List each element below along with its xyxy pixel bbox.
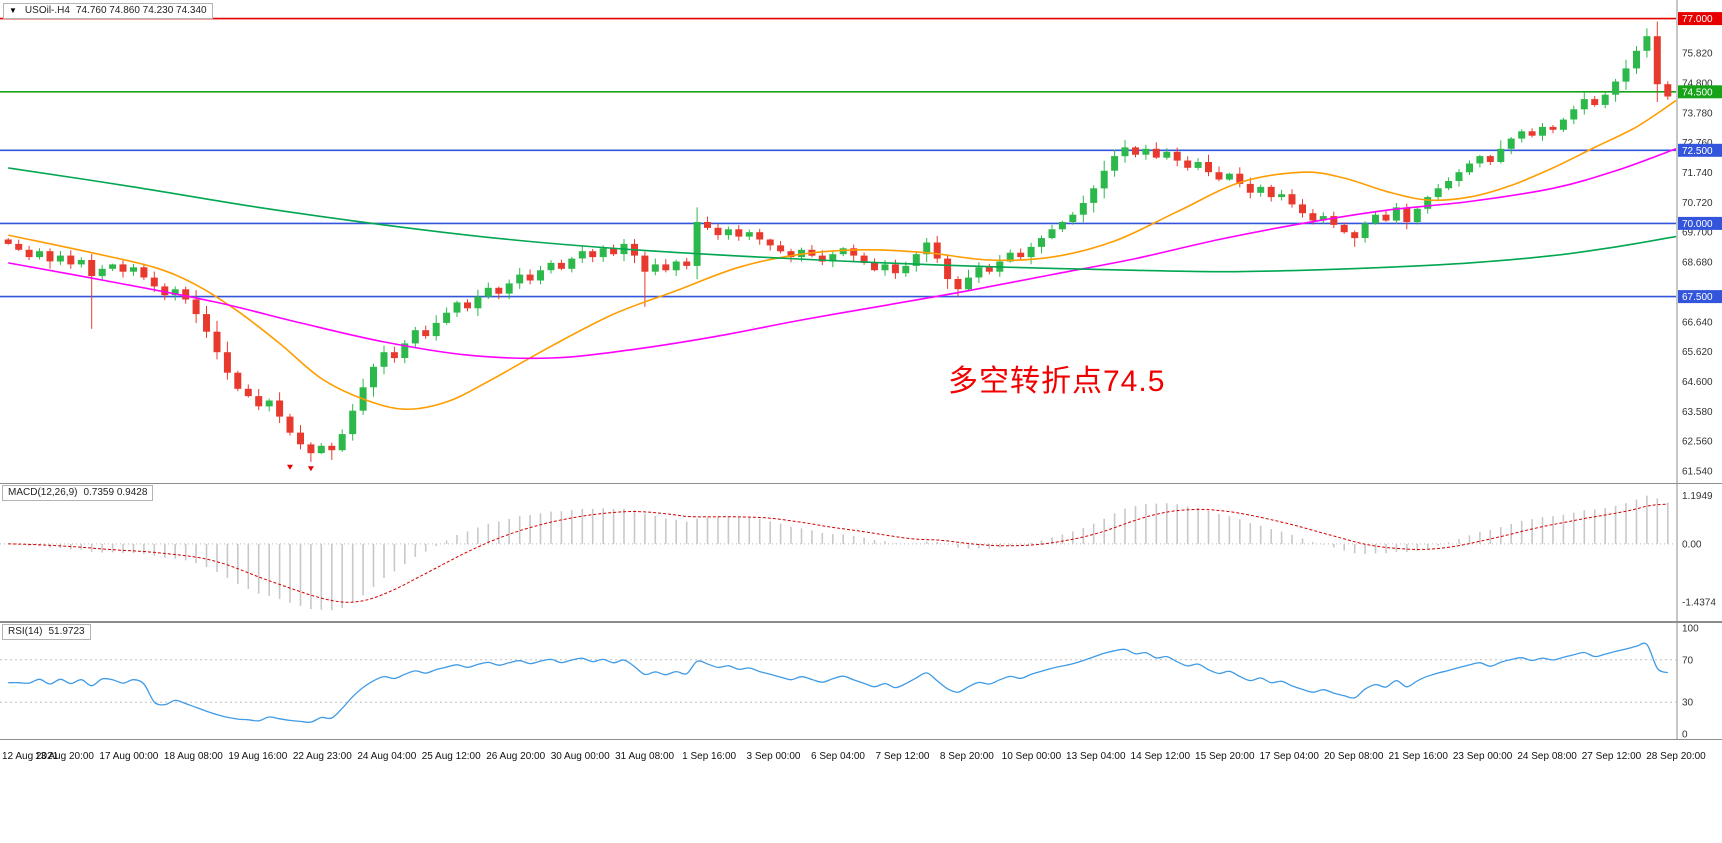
macd-histogram (17, 495, 1669, 611)
price-tick-label: 75.820 (1682, 49, 1713, 60)
price-tick-label: 71.740 (1682, 168, 1713, 179)
macd-name: MACD(12,26,9) (8, 487, 78, 498)
hline-price-tag (1678, 143, 1722, 157)
price-tick-label: 61.540 (1682, 467, 1713, 478)
rsi-line (8, 642, 1669, 723)
rsi-axis-label: 30 (1682, 698, 1694, 709)
time-label: 20 Sep 08:00 (1323, 751, 1384, 762)
price-axis[interactable]: 75.820 74.800 73.780 72.760 71.740 70.720 69.7… (1676, 0, 1722, 483)
hline-price-tag-label: 77.000 (1682, 14, 1713, 25)
hline-price-tag (1678, 12, 1722, 26)
time-label: 3 Sep 00:00 (746, 751, 801, 762)
rsi-panel[interactable]: 100 70 30 0 (0, 622, 1722, 740)
chart-ohlc-header: ▼ USOil-.H4 74.760 74.860 74.230 74.340 (3, 3, 213, 19)
collapse-triangle-icon[interactable]: ▼ (9, 6, 17, 15)
macd-axis-label: -1.4374 (1682, 598, 1716, 609)
rsi-current-value: 51.9723 (48, 626, 85, 637)
price-tick-label: 66.640 (1682, 317, 1713, 328)
time-label: 26 Aug 20:00 (486, 751, 546, 762)
rsi-indicator-label: RSI(14) 51.9723 (2, 624, 91, 640)
ma-mid-line (8, 148, 1677, 360)
macd-axis-label: 0.00 (1682, 539, 1702, 550)
time-label: 15 Sep 20:00 (1195, 751, 1255, 762)
price-tick-label: 70.720 (1682, 198, 1713, 209)
rsi-name: RSI(14) (8, 626, 43, 637)
symbol-timeframe-label: USOil-.H4 (24, 5, 70, 16)
time-label: 19 Aug 16:00 (228, 751, 288, 762)
time-label: 8 Sep 20:00 (939, 751, 994, 762)
time-label: 23 Sep 00:00 (1452, 751, 1513, 762)
hline-price-tag (1678, 85, 1722, 99)
time-label: 24 Aug 04:00 (357, 751, 417, 762)
time-label: 22 Aug 23:00 (292, 751, 352, 762)
price-tick-label: 69.700 (1682, 228, 1713, 239)
time-label: 7 Sep 12:00 (875, 751, 930, 762)
ma-fast-line (8, 99, 1677, 411)
time-label: 12 Aug 2021 (2, 751, 59, 762)
time-label: 13 Sep 04:00 (1066, 751, 1126, 762)
time-label: 24 Sep 08:00 (1517, 751, 1577, 762)
hline-price-tag-label: 74.500 (1682, 87, 1713, 98)
rsi-axis-label: 0 (1682, 730, 1688, 741)
hline-price-tag-label: 70.000 (1682, 219, 1713, 230)
macd-panel[interactable]: 1.1949 0.00 -1.4374 (0, 483, 1722, 622)
macd-signal-line (8, 503, 1668, 603)
time-label: 28 Sep 20:00 (1646, 751, 1706, 762)
price-chart-panel[interactable]: 75.820 74.800 73.780 72.760 71.740 70.720 69.7… (0, 0, 1722, 483)
time-label: 1 Sep 16:00 (682, 751, 737, 762)
rsi-axis-label: 100 (1682, 624, 1699, 635)
annotation-text[interactable]: 多空转折点74.5 (948, 365, 1166, 398)
price-tick-label: 73.780 (1682, 108, 1713, 119)
time-label: 6 Sep 04:00 (811, 751, 865, 762)
price-tick-label: 74.800 (1682, 79, 1713, 90)
price-tick-label: 64.600 (1682, 377, 1713, 388)
price-tick-label: 68.680 (1682, 258, 1713, 269)
hline-price-tag (1678, 216, 1722, 230)
time-label: 25 Aug 12:00 (421, 751, 481, 762)
candlesticks (4, 21, 1672, 462)
time-label: 13 Aug 20:00 (35, 751, 94, 762)
ma-slow-line (8, 167, 1677, 273)
macd-current-values: 0.7359 0.9428 (83, 487, 148, 498)
time-label: 17 Sep 04:00 (1259, 751, 1319, 762)
price-tick-label: 63.580 (1682, 407, 1713, 418)
time-label: 10 Sep 00:00 (1001, 751, 1062, 762)
time-label: 18 Aug 08:00 (163, 751, 223, 762)
macd-axis-label: 1.1949 (1682, 491, 1713, 502)
horizontal-lines (0, 17, 1676, 298)
time-label: 21 Sep 16:00 (1388, 751, 1448, 762)
macd-indicator-label: MACD(12,26,9) 0.7359 0.9428 (2, 485, 154, 501)
time-axis[interactable]: 12 Aug 2021 13 Aug 20:00 17 Aug 00:00 18 Au… (0, 740, 1722, 843)
time-label: 14 Sep 12:00 (1130, 751, 1191, 762)
hline-price-tag (1678, 290, 1722, 304)
time-label: 27 Sep 12:00 (1581, 751, 1642, 762)
price-tick-label: 62.560 (1682, 437, 1713, 448)
time-label: 17 Aug 00:00 (99, 751, 159, 762)
hline-price-tag-label: 67.500 (1682, 292, 1713, 303)
price-tick-label: 72.760 (1682, 138, 1713, 149)
price-tick-label: 65.620 (1682, 347, 1713, 358)
sell-arrow-marker (287, 464, 293, 470)
rsi-axis-label: 70 (1682, 655, 1694, 666)
ohlc-values: 74.760 74.860 74.230 74.340 (75, 5, 207, 16)
time-label: 31 Aug 08:00 (615, 751, 675, 762)
sell-arrow-marker (307, 466, 314, 472)
time-label: 30 Aug 00:00 (550, 751, 610, 762)
hline-price-tag-label: 72.500 (1682, 146, 1713, 157)
